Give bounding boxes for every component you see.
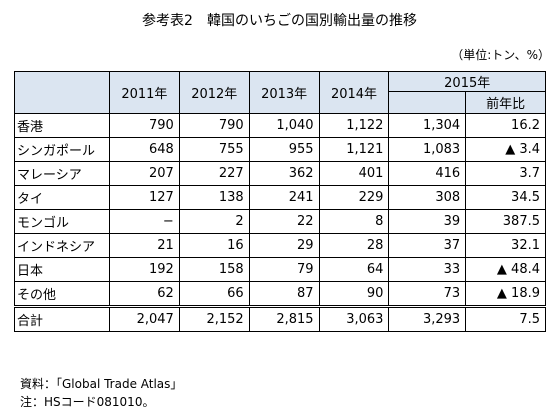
table-row: シンガポール 648 755 955 1,121 1,083 ▲ 3.4	[14, 137, 546, 162]
yoy-cell: 32.1	[465, 233, 546, 258]
value-cell: 207	[108, 161, 180, 186]
header-subrow: 前年比	[15, 91, 546, 114]
value-cell: 790	[178, 113, 250, 138]
table-row: マレーシア 207 227 362 401 416 3.7	[14, 161, 546, 186]
source-note: 資料：「Global Trade Atlas」	[20, 377, 183, 391]
header-year-2015: 2015年	[388, 71, 546, 92]
value-cell: 1,304	[388, 113, 467, 138]
hs-code-note: 注：HSコード081010。	[20, 395, 155, 409]
table-row: インドネシア 21 16 29 28 37 32.1	[14, 233, 546, 258]
row-label: 香港	[14, 113, 110, 138]
value-cell: 8	[318, 209, 390, 234]
value-cell: 64	[318, 257, 390, 282]
row-label: シンガポール	[14, 137, 110, 162]
value-cell: 138	[178, 185, 250, 210]
total-yoy-cell: 7.5	[465, 305, 546, 332]
total-value-cell: 2,152	[178, 305, 250, 332]
table-row: その他 62 66 87 90 73 ▲ 18.9	[14, 281, 546, 307]
value-cell: 33	[388, 257, 467, 282]
value-cell: 62	[108, 281, 180, 307]
value-cell: 1,040	[248, 113, 320, 138]
yoy-cell: 34.5	[465, 185, 546, 210]
table-row: 香港 790 790 1,040 1,122 1,304 16.2	[14, 113, 546, 138]
yoy-cell: 16.2	[465, 113, 546, 138]
header-corner-cell	[14, 71, 110, 114]
value-cell: 39	[388, 209, 467, 234]
table-row: 日本 192 158 79 64 33 ▲ 48.4	[14, 257, 546, 282]
value-cell: 87	[248, 281, 320, 307]
header-yoy: 前年比	[465, 91, 546, 114]
header-year-2012: 2012年	[178, 71, 250, 114]
header-year-2013: 2013年	[248, 71, 320, 114]
header-year-2014: 2014年	[318, 71, 390, 114]
value-cell: 1,083	[388, 137, 467, 162]
yoy-cell: 387.5	[465, 209, 546, 234]
row-label: モンゴル	[14, 209, 110, 234]
value-cell: 16	[178, 233, 250, 258]
yoy-cell: ▲ 3.4	[465, 137, 546, 162]
value-cell: 79	[248, 257, 320, 282]
value-cell: −	[108, 209, 180, 234]
yoy-cell: 3.7	[465, 161, 546, 186]
total-value-cell: 2,815	[248, 305, 320, 332]
table-row: モンゴル − 2 22 8 39 387.5	[14, 209, 546, 234]
total-label: 合計	[14, 305, 110, 332]
value-cell: 29	[248, 233, 320, 258]
table-row: タイ 127 138 241 229 308 34.5	[14, 185, 546, 210]
value-cell: 755	[178, 137, 250, 162]
row-label: その他	[14, 281, 110, 307]
value-cell: 2	[178, 209, 250, 234]
row-label: マレーシア	[14, 161, 110, 186]
value-cell: 401	[318, 161, 390, 186]
value-cell: 21	[108, 233, 180, 258]
value-cell: 90	[318, 281, 390, 307]
total-value-cell: 2,047	[108, 305, 180, 332]
value-cell: 308	[388, 185, 467, 210]
value-cell: 73	[388, 281, 467, 307]
total-value-cell: 3,063	[318, 305, 390, 332]
document-title: 参考表2 韓国のいちごの国別輸出量の推移	[142, 13, 417, 29]
value-cell: 127	[108, 185, 180, 210]
row-label: 日本	[14, 257, 110, 282]
value-cell: 192	[108, 257, 180, 282]
value-cell: 66	[178, 281, 250, 307]
value-cell: 362	[248, 161, 320, 186]
unit-note: （単位:トン、%）	[451, 48, 550, 62]
row-label: タイ	[14, 185, 110, 210]
total-value-cell: 3,293	[388, 305, 467, 332]
header-year-2011: 2011年	[108, 71, 180, 114]
value-cell: 241	[248, 185, 320, 210]
row-label: インドネシア	[14, 233, 110, 258]
value-cell: 1,121	[318, 137, 390, 162]
value-cell: 416	[388, 161, 467, 186]
value-cell: 229	[318, 185, 390, 210]
value-cell: 1,122	[318, 113, 390, 138]
value-cell: 158	[178, 257, 250, 282]
yoy-cell: ▲ 18.9	[465, 281, 546, 307]
total-row: 合計 2,047 2,152 2,815 3,063 3,293 7.5	[14, 305, 546, 332]
value-cell: 227	[178, 161, 250, 186]
value-cell: 648	[108, 137, 180, 162]
value-cell: 790	[108, 113, 180, 138]
yoy-cell: ▲ 48.4	[465, 257, 546, 282]
export-table: 2011年 2012年 2013年 2014年 2015年 前年比 香港 790…	[14, 71, 546, 332]
value-cell: 37	[388, 233, 467, 258]
header-row: 2011年 2012年 2013年 2014年 2015年	[14, 71, 546, 114]
value-cell: 22	[248, 209, 320, 234]
value-cell: 28	[318, 233, 390, 258]
value-cell: 955	[248, 137, 320, 162]
